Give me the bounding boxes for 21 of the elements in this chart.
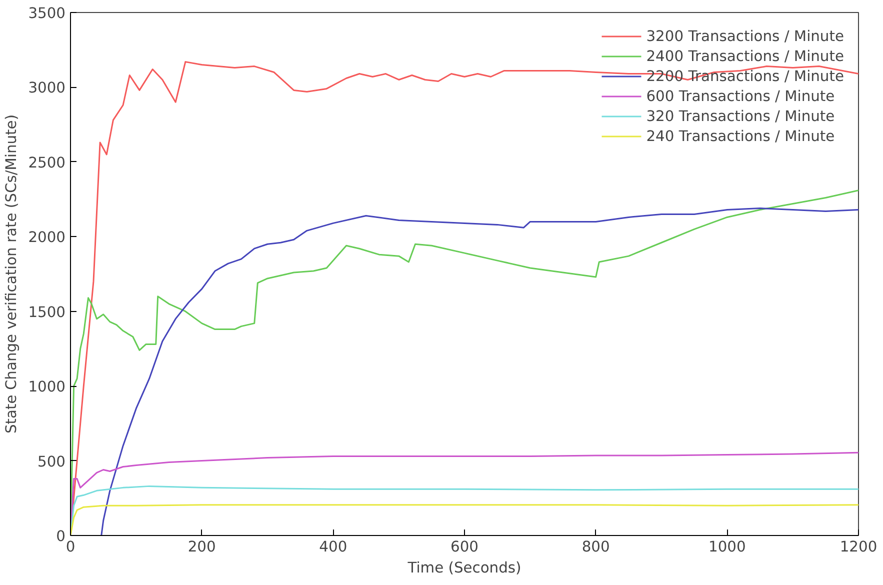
x-axis-title: Time (Seconds) <box>406 560 522 576</box>
y-tick-label: 1000 <box>28 378 66 396</box>
y-tick-label: 3500 <box>28 5 66 22</box>
y-tick-label: 3000 <box>28 80 66 97</box>
x-tick-label: 600 <box>450 538 478 556</box>
y-tick-label: 500 <box>38 453 66 470</box>
legend-label: 600 Transactions / Minute <box>646 88 835 104</box>
legend-label: 320 Transactions / Minute <box>646 108 835 124</box>
x-tick-label: 1200 <box>840 538 878 556</box>
y-tick-label: 2000 <box>28 229 66 246</box>
x-tick-label: 400 <box>319 538 348 556</box>
legend-label: 240 Transactions / Minute <box>646 128 835 144</box>
x-tick-label: 1000 <box>708 538 746 556</box>
legend-label: 3200 Transactions / Minute <box>646 28 844 44</box>
x-tick-label: 800 <box>582 538 610 556</box>
y-tick-label: 0 <box>56 528 66 545</box>
y-tick-label: 1500 <box>28 304 66 321</box>
y-tick-label: 2500 <box>28 154 66 172</box>
x-tick-label: 200 <box>188 538 216 556</box>
legend-label: 2400 Transactions / Minute <box>646 48 844 64</box>
y-axis-title: State Change verification rate (SCs/Minute) <box>3 114 20 434</box>
